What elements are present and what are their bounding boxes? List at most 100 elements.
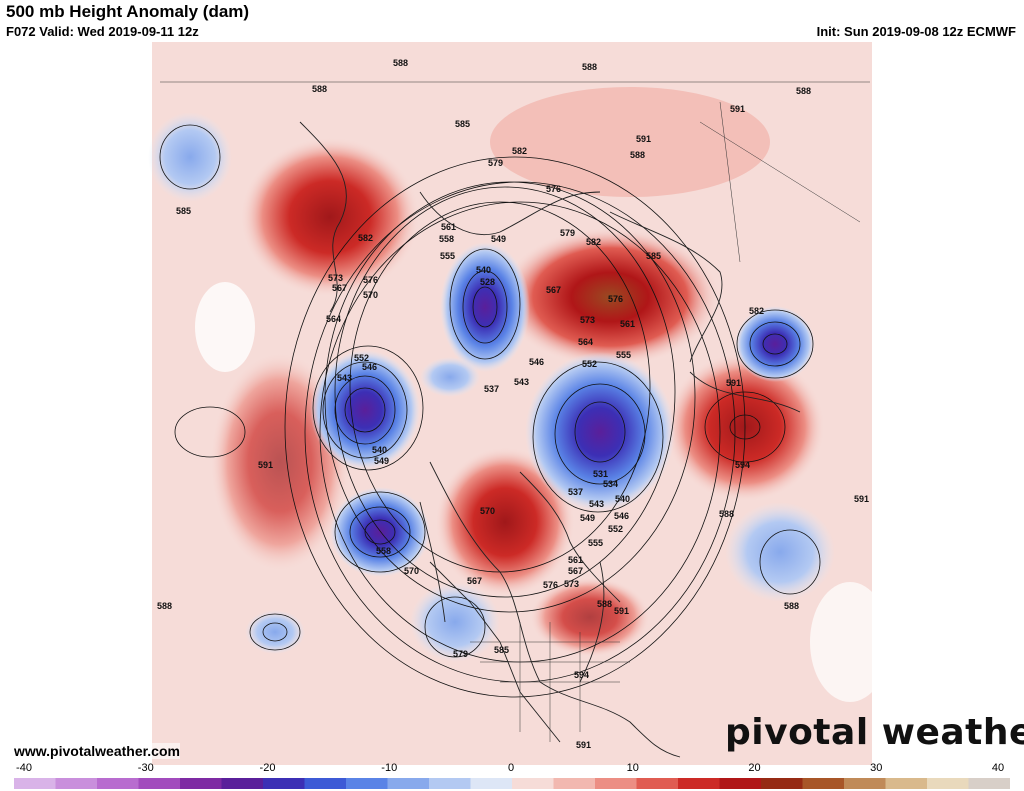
coastlines: [299, 121, 801, 758]
contour-label: 585: [494, 645, 509, 655]
contour-label: 555: [440, 251, 455, 261]
contour-label: 570: [363, 290, 378, 300]
init-time: Init: Sun 2019-09-08 12z ECMWF: [816, 24, 1016, 39]
colorbar-swatch: [470, 778, 513, 789]
contour-label: 579: [453, 649, 468, 659]
colorbar-swatch: [346, 778, 388, 789]
contour-label: 549: [374, 456, 389, 466]
anomaly-canada-red: [435, 447, 575, 597]
colorbar-swatch: [263, 778, 305, 789]
contour-label: 588: [719, 509, 734, 519]
contour-label: 591: [854, 494, 869, 504]
anomaly-nw-blue: [148, 112, 232, 202]
contour-label: 570: [480, 506, 495, 516]
contour-label: 582: [512, 146, 527, 156]
colorbar-swatch: [844, 778, 886, 789]
contour-label: 549: [580, 513, 595, 523]
contour-label: 582: [358, 233, 373, 243]
contour-label: 591: [636, 134, 651, 144]
contour-label: 567: [332, 283, 347, 293]
map-domain-left: [0, 42, 152, 765]
contour-label: 591: [576, 740, 591, 750]
contour-label: 588: [393, 58, 408, 68]
pivotal-weather-logo: pivotal weather: [725, 712, 1024, 753]
colorbar-swatch: [927, 778, 969, 789]
anomaly-arctic-low: [440, 242, 530, 372]
contour-label: 588: [582, 62, 597, 72]
contour-label: 582: [586, 237, 601, 247]
colorbar-swatch: [802, 778, 845, 789]
contour-label: 567: [467, 576, 482, 586]
valid-time: F072 Valid: Wed 2019-09-11 12z: [6, 24, 199, 39]
colorbar-tick-label: 40: [991, 762, 1005, 774]
contour-label: 588: [630, 150, 645, 160]
contour-label: 591: [726, 378, 741, 388]
colorbar-swatch: [97, 778, 139, 789]
anomaly-map: 588 588 585 588 591 588 591 588 585 582 …: [0, 42, 1024, 765]
anomaly-white-patch-2: [810, 582, 890, 702]
colorbar-swatch: [14, 778, 56, 789]
contour-label: 585: [455, 119, 470, 129]
contour-label: 591: [730, 104, 745, 114]
colorbar-swatch: [719, 778, 762, 789]
colorbar-tick-label: 10: [626, 762, 639, 774]
colorbar-tick-label: 0: [507, 762, 515, 774]
contour-label: 594: [735, 460, 750, 470]
contour-label: 591: [614, 606, 629, 616]
contour-label: 579: [560, 228, 575, 238]
contour-label: 576: [608, 294, 623, 304]
colorbar-swatch: [595, 778, 637, 789]
anomaly-white-patch: [195, 282, 255, 372]
anomaly-se-blue: [725, 502, 835, 602]
contour-label: 564: [326, 314, 341, 324]
contour-label: 558: [376, 546, 391, 556]
contour-label: 591: [258, 460, 273, 470]
map-domain-right: [872, 42, 1024, 765]
map-title: 500 mb Height Anomaly (dam): [6, 2, 250, 21]
anomaly-us-red: [530, 577, 650, 657]
colorbar-tick-label: -30: [137, 762, 154, 774]
contour-label: 567: [568, 566, 583, 576]
colorbar-swatch: [429, 778, 471, 789]
contour-label: 588: [784, 601, 799, 611]
colorbar-swatch: [221, 778, 264, 789]
website-url: www.pivotalweather.com: [14, 743, 180, 759]
contour-label: 537: [568, 487, 583, 497]
colorbar-tick-label: 30: [870, 762, 883, 774]
contour-label: 543: [337, 373, 352, 383]
anomaly-siberia-red: [500, 227, 720, 367]
contour-label: 540: [615, 494, 630, 504]
contour-label: 534: [603, 479, 618, 489]
colorbar-tick-label: 20: [748, 762, 761, 774]
colorbar-swatch: [512, 778, 554, 789]
borders: [160, 81, 870, 742]
contour-label: 543: [514, 377, 529, 387]
contour-label: 552: [354, 353, 369, 363]
contour-label: 543: [589, 499, 604, 509]
colorbar-swatch: [180, 778, 222, 789]
anomaly-pacific-low: [310, 350, 420, 470]
colorbar-tick-label: -20: [259, 762, 276, 774]
contour-label: 546: [362, 362, 377, 372]
contour-label: 552: [582, 359, 597, 369]
colorbar-swatch: [968, 778, 1010, 789]
logo-text-left: pivot: [725, 712, 832, 753]
anomaly-hudson-blue: [420, 357, 480, 397]
contour-label: 573: [564, 579, 579, 589]
colorbar-swatch: [387, 778, 430, 789]
contour-label: 552: [608, 524, 623, 534]
contour-label: 585: [176, 206, 191, 216]
anomaly-asia-low: [735, 306, 815, 382]
contour-label: 558: [439, 234, 454, 244]
colorbar-swatch: [761, 778, 803, 789]
colorbar-swatch: [636, 778, 679, 789]
contour-label: 576: [546, 184, 561, 194]
contour-label: 567: [546, 285, 561, 295]
colorbar-tick-label: -10: [381, 762, 398, 774]
contour-label-group: 588 588 585 588 591 588 591 588 585 582 …: [157, 58, 869, 750]
contour-label: 588: [597, 599, 612, 609]
colorbar-swatch: [55, 778, 98, 789]
contour-label: 540: [372, 445, 387, 455]
colorbar-swatch: [138, 778, 181, 789]
colorbar-swatch: [304, 778, 347, 789]
